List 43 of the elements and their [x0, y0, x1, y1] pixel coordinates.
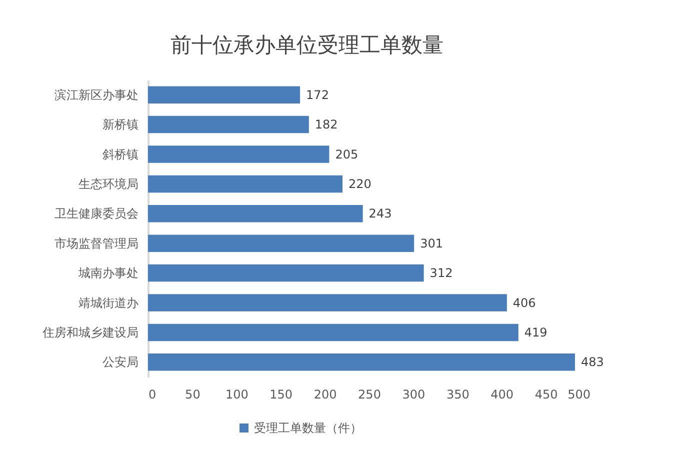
data-label: 182	[314, 118, 338, 132]
x-tick-label: 350	[446, 388, 470, 402]
y-tick-label: 斜桥镇	[102, 147, 138, 162]
bar	[148, 324, 518, 342]
x-tick-label: 250	[358, 388, 381, 402]
y-tick-label: 生态环境局	[78, 176, 138, 191]
bar	[148, 294, 507, 312]
data-label: 220	[348, 176, 372, 191]
bar	[148, 86, 300, 104]
y-tick-label: 滨江新区办事处	[54, 88, 138, 102]
data-label: 483	[580, 355, 604, 370]
bar	[148, 264, 424, 282]
data-label: 406	[512, 296, 536, 310]
data-label: 419	[524, 325, 548, 340]
chart-title: 前十位承办单位受理工单数量	[170, 33, 444, 57]
x-tick-label: 100	[225, 388, 248, 402]
bar	[148, 175, 342, 193]
y-tick-label: 市场监督管理局	[54, 236, 138, 250]
y-tick-label: 卫生健康委员会	[54, 206, 138, 221]
x-tick-label: 200	[314, 388, 337, 402]
bar	[148, 354, 575, 371]
bar	[148, 234, 414, 252]
x-tick-label: 500	[568, 388, 590, 402]
y-tick-label: 城南办事处	[78, 266, 138, 280]
x-tick-label: 150	[270, 388, 293, 402]
data-label: 172	[306, 88, 329, 102]
x-tick-label: 0	[148, 388, 156, 402]
data-label: 301	[420, 236, 443, 250]
x-tick-label: 450	[534, 388, 558, 402]
data-label: 312	[430, 266, 453, 280]
legend-label: 受理工单数量（件）	[254, 421, 362, 435]
x-tick-label: 400	[490, 388, 514, 402]
y-tick-label: 新桥镇	[102, 118, 138, 132]
bar	[148, 146, 330, 163]
y-tick-label: 公安局	[102, 355, 138, 370]
x-tick-label: 300	[402, 388, 426, 402]
x-tick-label: 50	[185, 388, 200, 402]
bar	[148, 205, 363, 222]
bar	[148, 116, 309, 134]
data-label: 243	[368, 206, 392, 221]
y-tick-label: 靖城街道办	[78, 296, 138, 310]
y-tick-label: 住房和城乡建设局	[42, 325, 138, 340]
data-label: 205	[335, 147, 358, 162]
